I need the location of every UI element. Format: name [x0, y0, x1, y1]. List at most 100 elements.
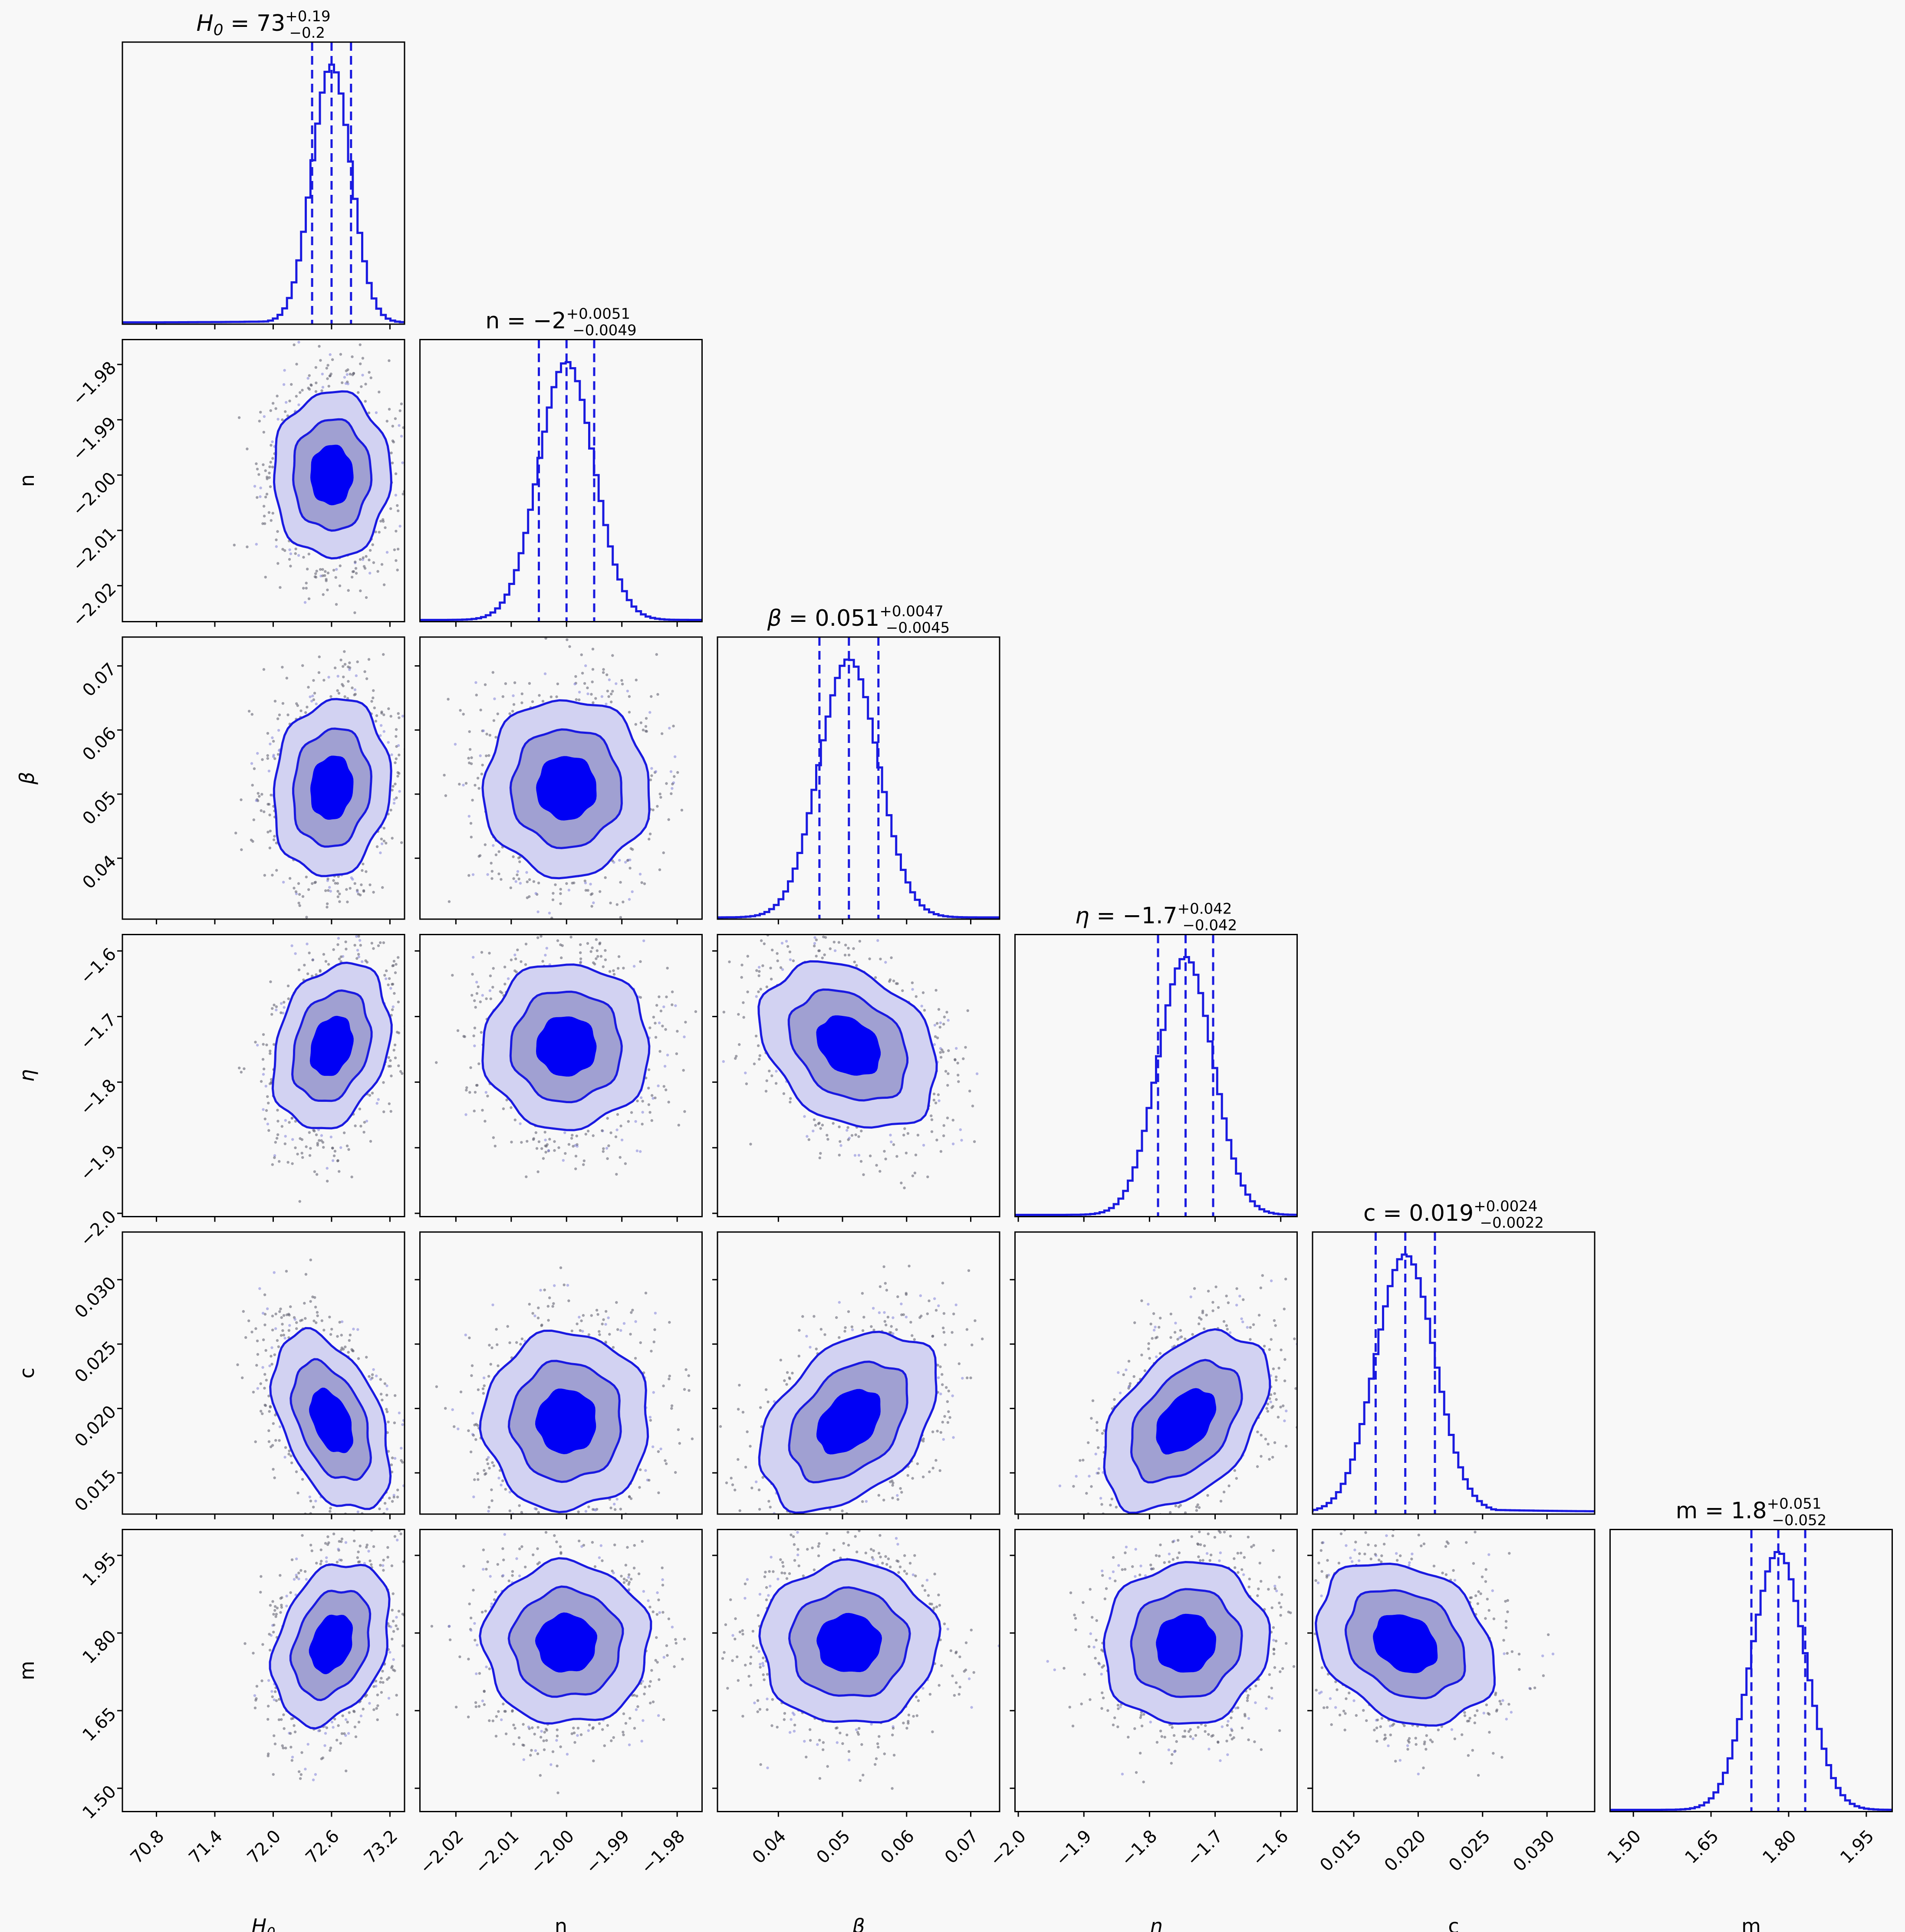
title-eta: η = −1.7+0.042 −0.042: [1075, 900, 1237, 934]
panel-content: [443, 637, 684, 919]
panel-frame: [419, 1231, 703, 1515]
title-minus: −0.2: [290, 24, 326, 42]
x-tick-label-n-m2-02: −2.02: [416, 1826, 467, 1878]
title-minus: −0.052: [1772, 1512, 1826, 1529]
title-lhs: m: [1676, 1498, 1698, 1524]
panel-content: [243, 1529, 405, 1781]
title-c: c = 0.019+0.0024 −0.0022: [1363, 1198, 1544, 1232]
x-axis-label-eta: η: [1150, 1915, 1162, 1932]
histogram-step-eta: [1015, 956, 1297, 1216]
contour-panel-c-vs-n: [415, 1231, 703, 1519]
contour-panel-m-vs-beta: 0.04 0.05 0.06 0.07: [712, 1529, 1000, 1868]
panel-frame: [122, 1231, 405, 1515]
panel-frame: [122, 934, 405, 1217]
y-tick-label-eta-m1-6: −1.6: [76, 944, 120, 988]
panel-frame: [717, 636, 1000, 920]
panels: H0 = 73+0.19 −0.2 −2.02−2.01−2.00−1.99−1.9…: [15, 8, 1893, 1932]
title-n: n = −2+0.0051 −0.0049: [485, 306, 636, 339]
contour-1-sigma: [309, 1614, 353, 1675]
contour-1-sigma: [536, 756, 597, 821]
panel-frame: [717, 1529, 1000, 1812]
x-tick-label-H0-70-8: 70.8: [127, 1826, 168, 1868]
x-tick-label-c-0-025: 0.025: [1445, 1826, 1494, 1876]
title-lhs: n: [485, 308, 500, 334]
title-beta: β = 0.051+0.0047 −0.0045: [767, 603, 950, 637]
contour-1-sigma: [310, 444, 354, 506]
y-tick-label-c-0-030: 0.030: [71, 1273, 120, 1322]
x-tick-label-beta-0-06: 0.06: [877, 1826, 918, 1868]
x-tick-label-c-0-030: 0.030: [1510, 1826, 1559, 1876]
contour-1-sigma: [1156, 1388, 1217, 1455]
y-tick-label-eta-m1-7: −1.7: [76, 1010, 120, 1054]
contour-panel-m-vs-eta: −2.0 −1.9 −1.8 −1.7 −1.6: [986, 1529, 1298, 1870]
panel-frame: [1014, 1529, 1298, 1812]
contour-1-sigma: [816, 1389, 881, 1455]
panel-frame: [122, 339, 405, 622]
panel-frame: [419, 636, 703, 920]
hist-panel-n: n = −2+0.0051 −0.0049: [419, 306, 703, 627]
title-lhs: H: [196, 10, 213, 36]
panel-content: [430, 1529, 686, 1794]
x-tick-label-n-m2-01: −2.01: [471, 1826, 523, 1878]
y-axis-label-c: c: [15, 1367, 39, 1378]
title-eq: = 0.019: [1376, 1200, 1474, 1226]
panel-content: [435, 1266, 694, 1514]
title-eq: = 73: [224, 10, 286, 36]
x-tick-label-beta-0-04: 0.04: [749, 1826, 790, 1868]
contour-panel-beta-vs-n: [415, 636, 703, 924]
x-tick-label-H0-73-2: 73.2: [360, 1826, 402, 1868]
y-tick-label-n-m1-99: −1.99: [69, 413, 120, 465]
title-lhs: β: [767, 605, 782, 631]
histogram-step-n: [420, 361, 702, 621]
contour-1-sigma: [535, 1388, 596, 1455]
title-H0: H0 = 73+0.19 −0.2: [196, 8, 330, 42]
title-eq: = −1.7: [1089, 903, 1178, 929]
panel-content: [234, 650, 405, 919]
hist-panel-eta: η = −1.7+0.042 −0.042: [1014, 900, 1298, 1222]
panel-frame: [122, 636, 405, 920]
title-minus: −0.0045: [886, 619, 950, 637]
x-tick-label-H0-72-6: 72.6: [302, 1826, 343, 1868]
hist-panel-m: 1.50 1.65 1.80 1.95 m = 1.8+0.051 −0.052: [1604, 1495, 1893, 1868]
x-tick-label-eta-m1-8: −1.8: [1117, 1826, 1161, 1870]
y-tick-label-eta-m1-8: −1.8: [76, 1075, 120, 1119]
title-plus: +0.0051: [566, 306, 630, 323]
title-minus: −0.042: [1182, 917, 1237, 934]
panel-content: [236, 1258, 405, 1514]
panel-content: [717, 637, 1000, 919]
panel-content: [435, 935, 698, 1178]
title-eq: = 0.051: [782, 605, 880, 631]
title-m: m = 1.8+0.051 −0.052: [1676, 1495, 1827, 1529]
panel-content: [1015, 934, 1297, 1217]
x-tick-label-n-m1-98: −1.98: [637, 1826, 689, 1878]
contour-panel-eta-vs-n: [415, 934, 703, 1222]
contour-1-sigma: [816, 1613, 882, 1672]
y-tick-label-beta-0-07: 0.07: [79, 659, 120, 701]
hist-panel-c: c = 0.019+0.0024 −0.0022: [1312, 1198, 1596, 1519]
contour-1-sigma: [536, 1016, 597, 1077]
contour-panel-c-vs-eta: [1010, 1231, 1298, 1519]
contour-panel-m-vs-n: −2.02 −2.01 −2.00 −1.99 −1.98: [415, 1529, 703, 1878]
histogram-step-beta: [717, 658, 1000, 919]
title-plus: +0.19: [285, 8, 330, 25]
panel-content: [1058, 1274, 1297, 1514]
title-eq: = 1.8: [1698, 1498, 1767, 1524]
panel-frame: [1014, 1231, 1298, 1515]
x-tick-label-beta-0-07: 0.07: [941, 1826, 983, 1868]
y-axis-label-m: m: [15, 1661, 39, 1680]
y-tick-label-c-0-025: 0.025: [71, 1337, 120, 1387]
contour-panel-beta-vs-H0: 0.04 0.05 0.06 0.07: [79, 636, 405, 924]
y-axis-label-n: n: [15, 474, 39, 487]
x-axis-label-n: n: [555, 1915, 567, 1932]
panel-frame: [419, 339, 703, 622]
panel-content: [122, 42, 405, 324]
title-lhs-sub: 0: [214, 21, 224, 39]
contour-1-sigma: [816, 1015, 881, 1076]
y-tick-label-n-m2-02: −2.02: [69, 579, 120, 631]
x-tick-label-H0-71-4: 71.4: [185, 1826, 227, 1868]
x-tick-label-beta-0-05: 0.05: [813, 1826, 854, 1868]
x-tick-label-eta-m1-7: −1.7: [1183, 1826, 1227, 1870]
x-tick-label-m-1-95: 1.95: [1836, 1826, 1878, 1868]
panel-frame: [717, 1231, 1000, 1515]
